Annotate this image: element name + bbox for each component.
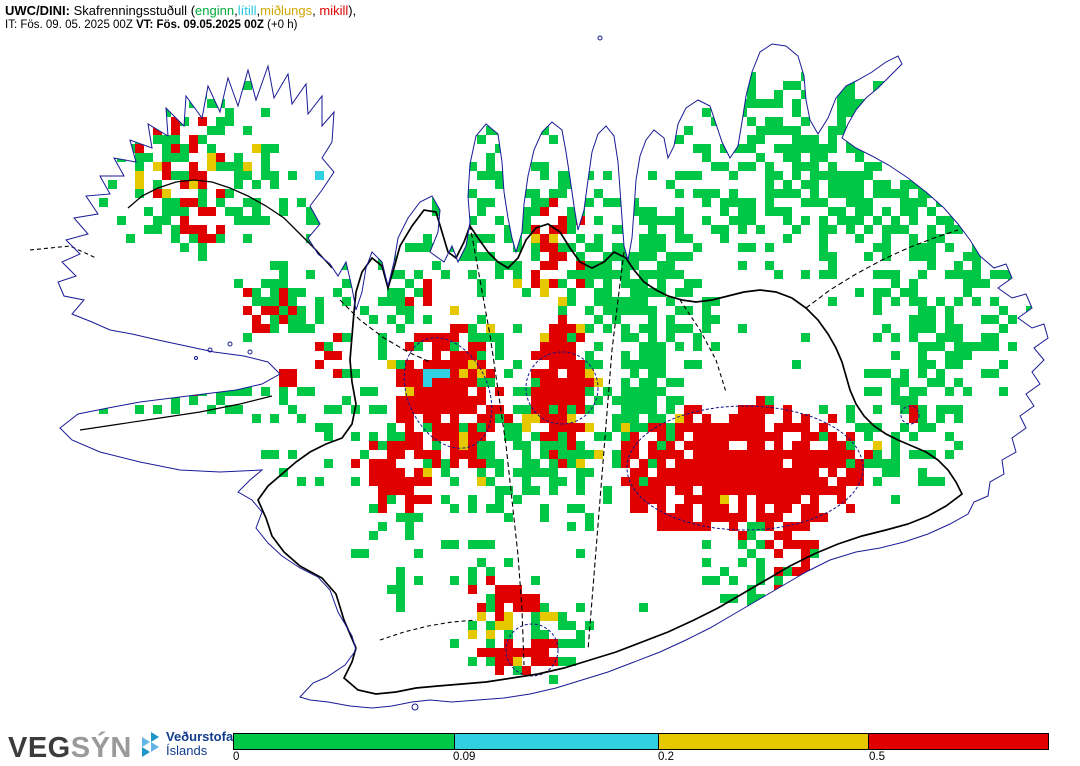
legend-segment-little: [454, 733, 659, 750]
met-office-icon: [142, 732, 159, 757]
category-mikill: mikill: [319, 3, 349, 18]
init-time: IT: Fös. 09. 05. 2025 00Z: [5, 19, 137, 31]
footer-bar: VEGSÝN Veðurstofa Íslands 0 0.09 0.2 0.5: [0, 726, 1080, 766]
met-office-name-2: Íslands: [166, 743, 208, 758]
met-office-logo: Veðurstofa Íslands: [140, 730, 233, 758]
legend-colorbar: [233, 733, 1051, 750]
category-midlungs: miðlungs: [260, 3, 313, 18]
road-network: [29, 179, 964, 695]
legend-tick-05: 0.5: [869, 751, 885, 763]
met-office-name-1: Veðurstofa: [166, 729, 234, 744]
map-title-line: UWC/DINI: Skafrenningsstuðull (enginn,lí…: [5, 3, 357, 18]
legend-segment-high: [868, 733, 1049, 750]
product-id: UWC/DINI:: [5, 3, 70, 18]
legend-tick-0: 0: [233, 751, 240, 763]
valid-time: VT: Fös. 09.05.2025 00Z: [136, 19, 264, 31]
coastline: [57, 43, 1049, 709]
forecast-offset: (+0 h): [263, 19, 298, 31]
category-enginn: enginn: [195, 3, 235, 18]
legend-tick-02: 0.2: [658, 751, 674, 763]
legend-segment-medium: [658, 733, 869, 750]
legend-tick-009: 0.09: [453, 751, 476, 763]
vegsyn-logo: VEGSÝN: [8, 732, 132, 764]
category-litill: lítill: [237, 3, 257, 18]
legend-ticks: 0 0.09 0.2 0.5: [233, 751, 1051, 765]
islands: [194, 35, 603, 711]
glacier-outlines: [403, 337, 920, 677]
timestamp-line: IT: Fös. 09. 05. 2025 00Z VT: Fös. 09.05…: [5, 18, 356, 33]
legend-segment-none: [233, 733, 455, 750]
map-header: UWC/DINI: Skafrenningsstuðull (enginn,lí…: [5, 3, 356, 33]
